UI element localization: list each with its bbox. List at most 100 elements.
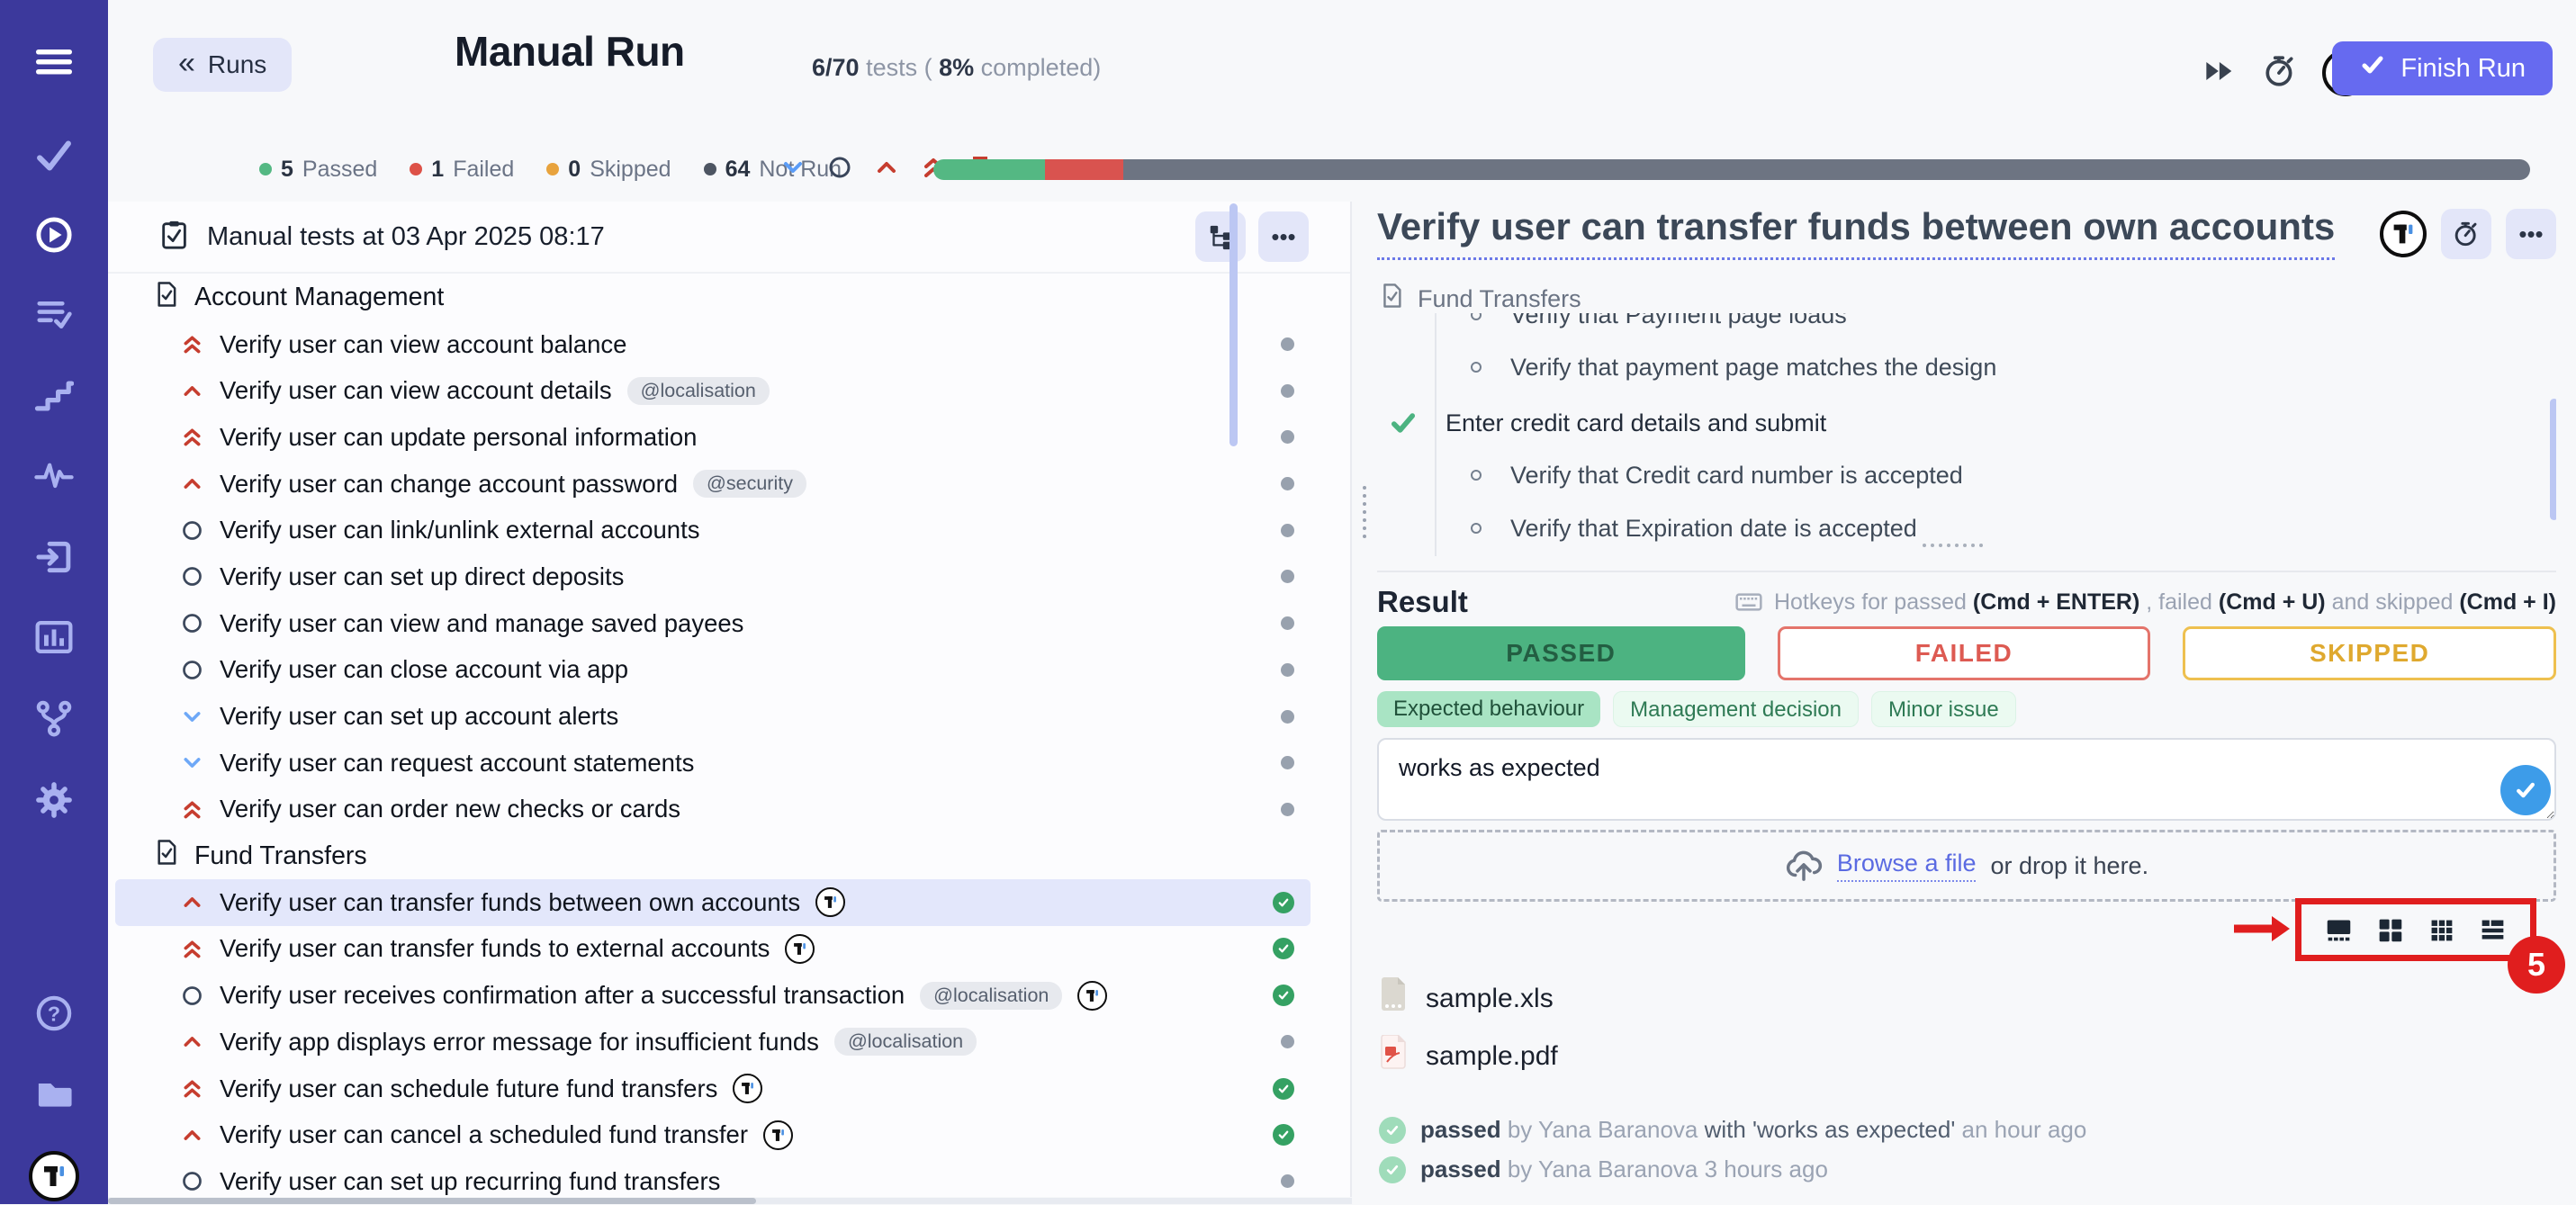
test-row[interactable]: Verify user can link/unlink external acc… xyxy=(115,507,1311,553)
browse-file-link[interactable]: Browse a file xyxy=(1836,850,1977,882)
failed-button[interactable]: FAILED xyxy=(1777,626,2151,680)
step-item[interactable]: Verify that Payment page loads xyxy=(1471,313,1847,331)
step-item[interactable]: Verify that Credit card number is accept… xyxy=(1471,459,1963,491)
notrun-dot-icon xyxy=(1281,756,1294,770)
steps-drag-handle[interactable] xyxy=(1923,544,1983,547)
automation-logo-icon xyxy=(733,1074,763,1104)
test-label: Verify user can view account balance xyxy=(220,329,627,358)
run-progress-text: 6/70 tests ( 8% completed) xyxy=(812,54,1101,82)
skipped-button[interactable]: SKIPPED xyxy=(2183,626,2557,680)
test-label: Verify user can view account details xyxy=(220,376,612,405)
test-list-panel: Manual tests at 03 Apr 2025 08:17 ••• Ac… xyxy=(108,202,1352,1197)
step-text: Verify that Expiration date is accepted xyxy=(1510,514,1917,542)
more-options-button[interactable]: ••• xyxy=(1258,211,1309,262)
test-row[interactable]: Verify user can request account statemen… xyxy=(115,740,1311,787)
section-row[interactable]: Account Management xyxy=(115,274,1311,321)
view-large-icon[interactable] xyxy=(2325,916,2353,944)
test-label: Verify user can close account via app xyxy=(220,655,629,684)
sidebar-list-check-icon[interactable] xyxy=(31,292,77,338)
finish-run-button[interactable]: Finish Run xyxy=(2332,41,2553,95)
chevron-down-icon[interactable] xyxy=(779,154,806,185)
test-row[interactable]: Verify user can set up direct deposits xyxy=(115,553,1311,600)
sidebar-help-icon[interactable]: ? xyxy=(31,990,77,1037)
sidebar-steps-icon[interactable] xyxy=(31,373,77,419)
attachment-row[interactable]: sample.xls xyxy=(1379,977,1554,1021)
chevron-up-icon[interactable] xyxy=(873,154,900,185)
step-item[interactable]: Verify that Expiration date is accepted xyxy=(1471,512,1917,544)
view-grid-3-icon[interactable] xyxy=(2427,916,2455,944)
sidebar-sign-in-icon[interactable] xyxy=(31,534,77,580)
sidebar-menu-icon[interactable] xyxy=(31,39,77,85)
test-row[interactable]: Verify user can update personal informat… xyxy=(115,414,1311,461)
hotkey-segment: (Cmd + ENTER) xyxy=(1972,589,2140,615)
back-to-runs-button[interactable]: « Runs xyxy=(153,38,293,92)
sidebar-git-branch-icon[interactable] xyxy=(31,695,77,742)
test-row[interactable]: Verify user can transfer funds between o… xyxy=(115,878,1311,926)
sidebar-pulse-icon[interactable] xyxy=(31,453,77,499)
status-indicator xyxy=(1273,891,1294,913)
test-title[interactable]: Verify user can transfer funds between o… xyxy=(1377,205,2336,260)
step-item[interactable]: Verify that payment page matches the des… xyxy=(1471,351,1996,383)
panel-splitter-handle[interactable] xyxy=(1354,486,1375,538)
view-grid-2-icon[interactable] xyxy=(2376,916,2404,944)
step-item-done[interactable]: Enter credit card details and submit xyxy=(1388,407,1826,439)
tag-management-decision[interactable]: Management decision xyxy=(1613,691,1859,727)
status-indicator xyxy=(1281,756,1294,770)
section-row[interactable]: Fund Transfers xyxy=(115,832,1311,879)
test-row[interactable]: Verify user can schedule future fund tra… xyxy=(115,1066,1311,1112)
circle-icon[interactable] xyxy=(826,154,853,185)
comment-input[interactable]: works as expected xyxy=(1377,738,2556,821)
priority-low-icon xyxy=(180,705,204,729)
timer-button[interactable] xyxy=(2441,209,2491,259)
tests-count: 6/70 xyxy=(812,54,860,81)
test-row[interactable]: Verify user can set up recurring fund tr… xyxy=(115,1158,1311,1205)
file-dropzone[interactable]: Browse a file or drop it here. xyxy=(1377,830,2556,902)
sidebar-bar-chart-icon[interactable] xyxy=(31,614,77,661)
test-detail-panel: Verify user can transfer funds between o… xyxy=(1377,200,2565,1204)
test-label: Verify user can order new checks or card… xyxy=(220,795,681,823)
priority-medium-icon xyxy=(180,564,204,589)
horizontal-scrollbar[interactable] xyxy=(108,1198,1352,1204)
tag-minor-issue[interactable]: Minor issue xyxy=(1870,691,2016,727)
tree-view-button[interactable] xyxy=(1195,211,1246,262)
fast-forward-icon[interactable] xyxy=(2203,54,2238,93)
view-list-icon[interactable] xyxy=(2479,916,2507,944)
test-tag-chip: @localisation xyxy=(920,981,1063,1010)
section-label: Fund Transfers xyxy=(194,841,367,870)
count-label: Failed xyxy=(453,156,515,182)
section-name: Fund Transfers xyxy=(1418,284,1581,312)
left-panel-scrollbar[interactable] xyxy=(1229,203,1238,446)
status-dot-icon xyxy=(703,163,716,175)
sidebar-play-circle-icon[interactable] xyxy=(31,211,77,258)
test-row[interactable]: Verify user can set up account alerts xyxy=(115,693,1311,740)
sidebar-app-logo-icon[interactable] xyxy=(29,1151,79,1201)
test-row[interactable]: Verify user can change account password @… xyxy=(115,461,1311,508)
keyboard-icon xyxy=(1733,589,1765,616)
test-label: Verify user can request account statemen… xyxy=(220,748,695,777)
test-row[interactable]: Verify user can transfer funds to extern… xyxy=(115,926,1311,973)
priority-highest-icon xyxy=(180,332,204,356)
attachment-row[interactable]: sample.pdf xyxy=(1379,1034,1558,1078)
sidebar-folder-icon[interactable] xyxy=(31,1070,77,1117)
test-row[interactable]: Verify user can order new checks or card… xyxy=(115,787,1311,833)
notrun-dot-icon xyxy=(1281,662,1294,677)
test-row[interactable]: Verify app displays error message for in… xyxy=(115,1019,1311,1066)
sidebar-check-icon[interactable] xyxy=(31,132,77,179)
stopwatch-icon[interactable] xyxy=(2263,54,2297,93)
test-row[interactable]: Verify user can view and manage saved pa… xyxy=(115,600,1311,647)
test-row[interactable]: Verify user can view account details @loc… xyxy=(115,367,1311,414)
test-row[interactable]: Verify user can view account balance xyxy=(115,321,1311,368)
test-row[interactable]: Verify user receives confirmation after … xyxy=(115,972,1311,1019)
passed-button[interactable]: PASSED xyxy=(1377,626,1745,680)
step-text: Verify that payment page matches the des… xyxy=(1510,353,1997,381)
test-tag-chip: @security xyxy=(693,470,806,499)
tag-expected-behaviour[interactable]: Expected behaviour xyxy=(1377,691,1601,727)
status-dot-icon xyxy=(546,163,560,175)
test-row[interactable]: Verify user can cancel a scheduled fund … xyxy=(115,1111,1311,1158)
test-row[interactable]: Verify user can close account via app xyxy=(115,647,1311,694)
comment-submit-button[interactable] xyxy=(2500,765,2551,815)
test-steps-scroll-area[interactable]: Verify that Payment page loads Verify tha… xyxy=(1377,313,2556,571)
sidebar-gear-icon[interactable] xyxy=(31,777,77,823)
steps-scrollbar[interactable] xyxy=(2550,399,2556,520)
more-options-button[interactable]: ••• xyxy=(2506,209,2556,259)
